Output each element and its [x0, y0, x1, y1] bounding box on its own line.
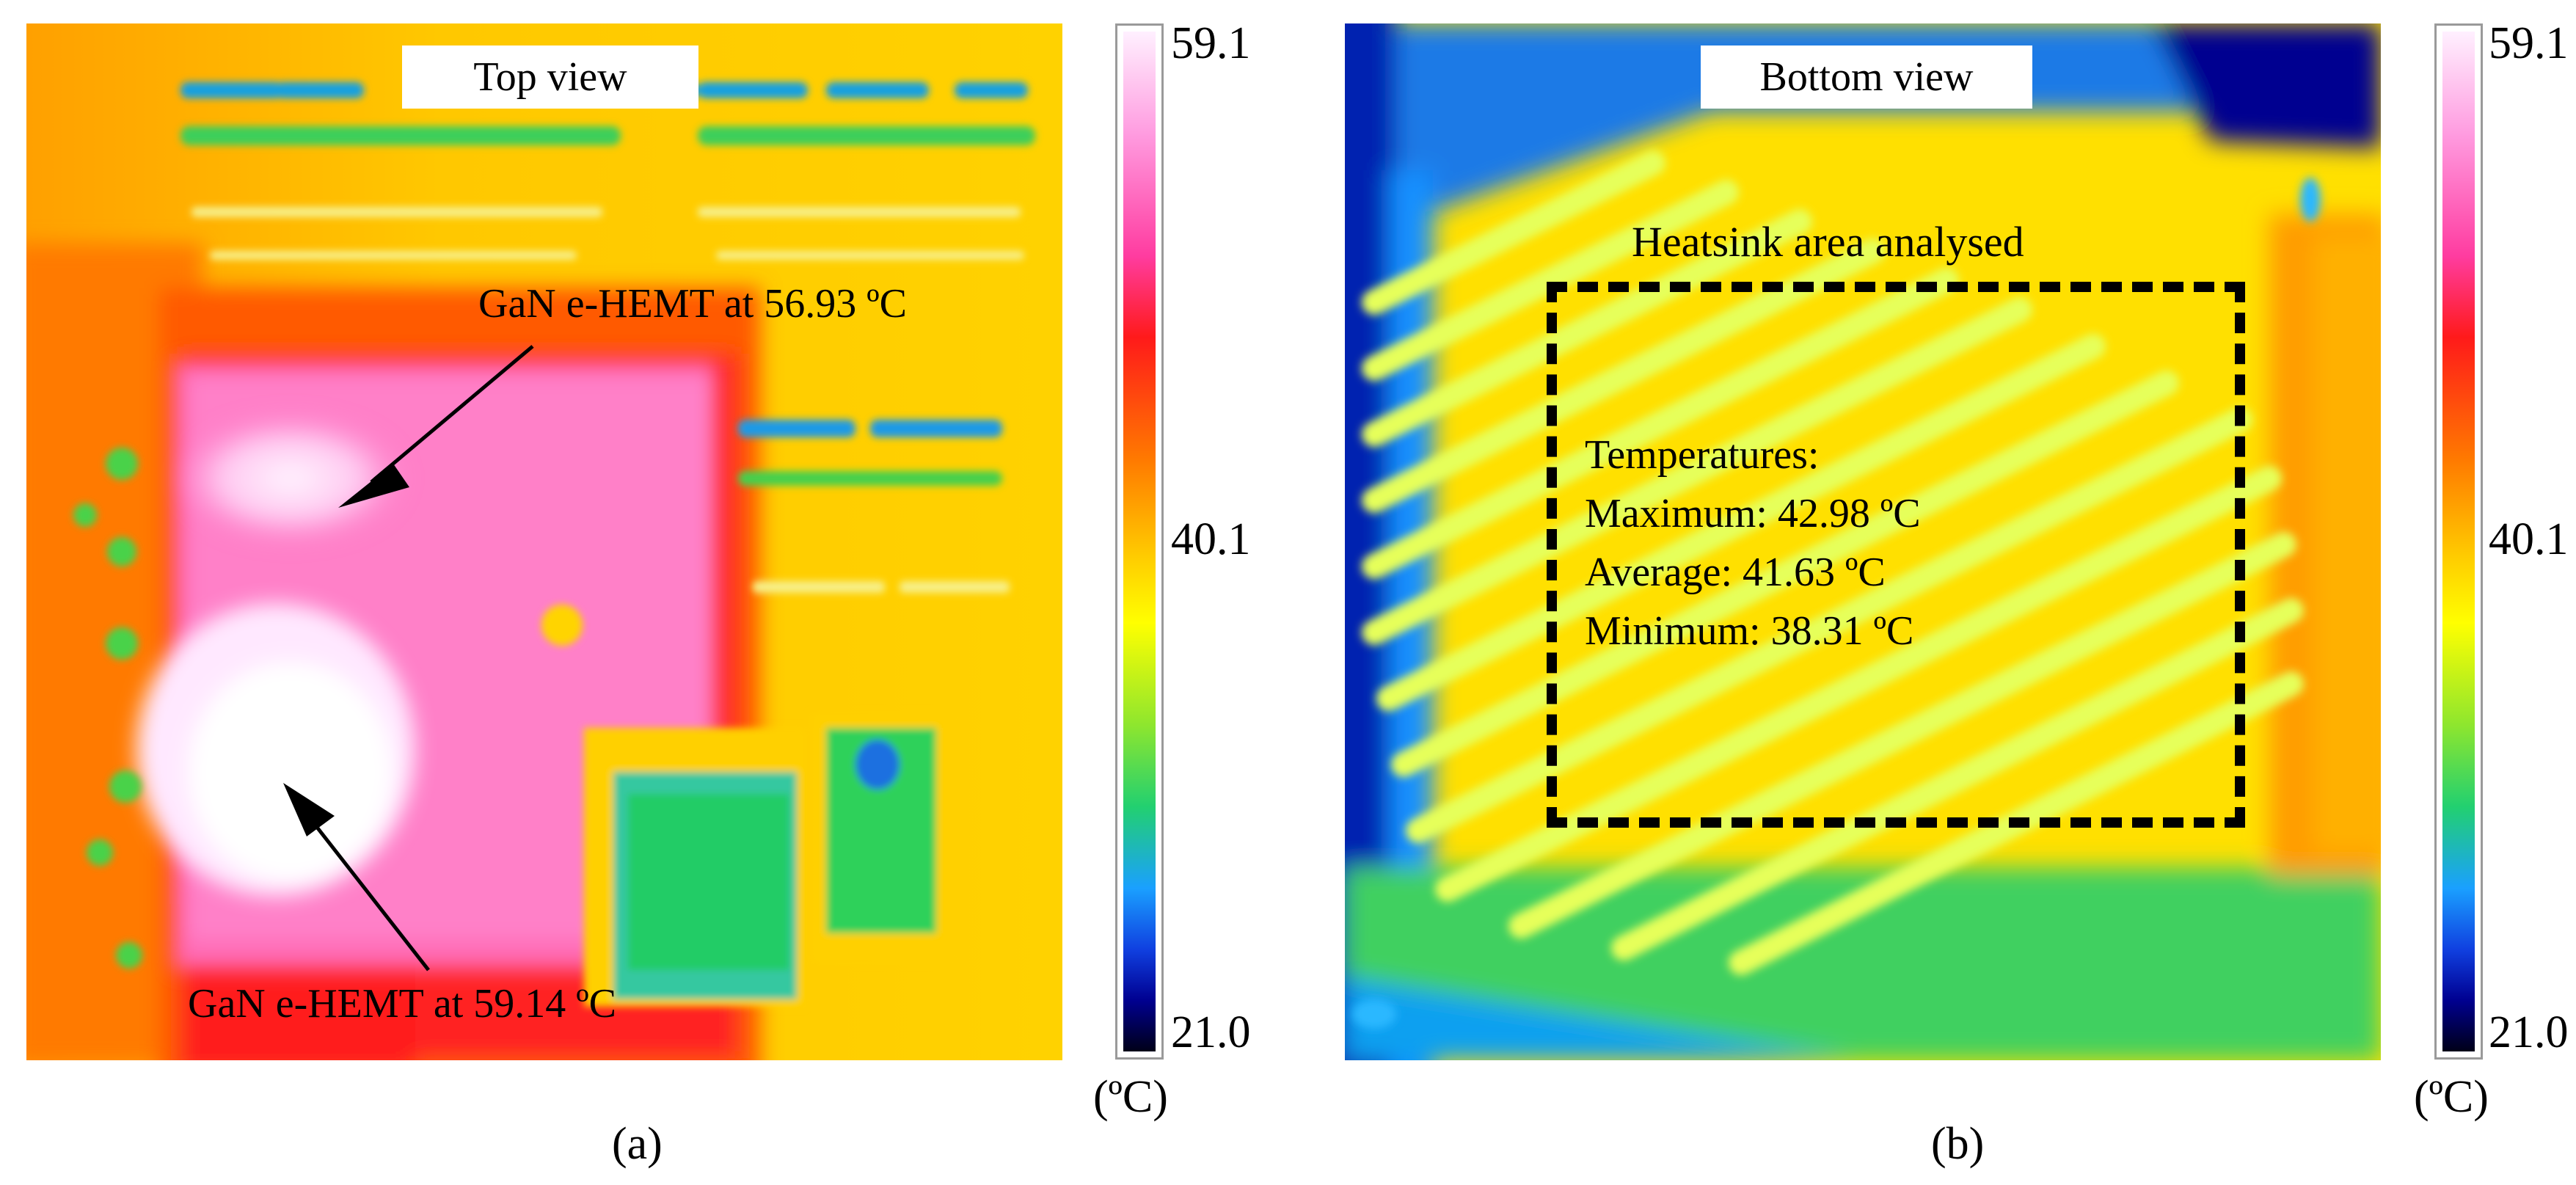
- hotspot-1-annotation: GaN e-HEMT at 56.93 ºC: [478, 281, 908, 327]
- hotspot-2-annotation: GaN e-HEMT at 59.14 ºC: [188, 981, 617, 1027]
- top-view-thermal-map: [26, 23, 1062, 1060]
- stats-maximum: Maximum: 42.98 ºC: [1585, 491, 1921, 536]
- temperature-scale-b: [2434, 23, 2483, 1060]
- heatsink-region-title: Heatsink area analysed: [1632, 218, 2024, 266]
- color-bar-a: [1123, 32, 1156, 1051]
- scale-a-min: 21.0: [1171, 1007, 1251, 1057]
- scale-a-unit: (ºC): [1093, 1072, 1168, 1122]
- scale-b-min: 21.0: [2489, 1007, 2569, 1057]
- stats-average: Average: 41.63 ºC: [1585, 550, 1886, 595]
- arrowhead-1: [338, 464, 409, 508]
- arrow-to-hotspot-1: [370, 345, 534, 484]
- arrowhead-2: [283, 783, 335, 836]
- bottom-view-label: Bottom view: [1701, 45, 2032, 109]
- temperature-stats: Temperatures: Maximum: 42.98 ºC Average:…: [1585, 426, 1921, 660]
- thermal-image-top-view: [26, 23, 1062, 1060]
- scale-a-max: 59.1: [1171, 18, 1251, 68]
- caption-a: (a): [612, 1119, 663, 1169]
- scale-b-mid: 40.1: [2489, 514, 2569, 564]
- color-bar-b: [2442, 32, 2475, 1051]
- bottom-view-thermal-map: [1345, 23, 2381, 1060]
- heatsink-analysis-region: [1547, 282, 2245, 828]
- scale-b-unit: (ºC): [2414, 1072, 2489, 1122]
- scale-b-max: 59.1: [2489, 18, 2569, 68]
- scale-a-mid: 40.1: [1171, 514, 1251, 564]
- stats-minimum: Minimum: 38.31 ºC: [1585, 608, 1914, 654]
- caption-b: (b): [1931, 1119, 1985, 1169]
- stats-heading: Temperatures:: [1585, 432, 1820, 478]
- thermal-image-bottom-view: [1345, 23, 2381, 1060]
- arrow-to-hotspot-2: [307, 814, 430, 971]
- top-view-arrows: [283, 345, 534, 971]
- temperature-scale-a: [1115, 23, 1164, 1060]
- top-view-label: Top view: [402, 45, 698, 109]
